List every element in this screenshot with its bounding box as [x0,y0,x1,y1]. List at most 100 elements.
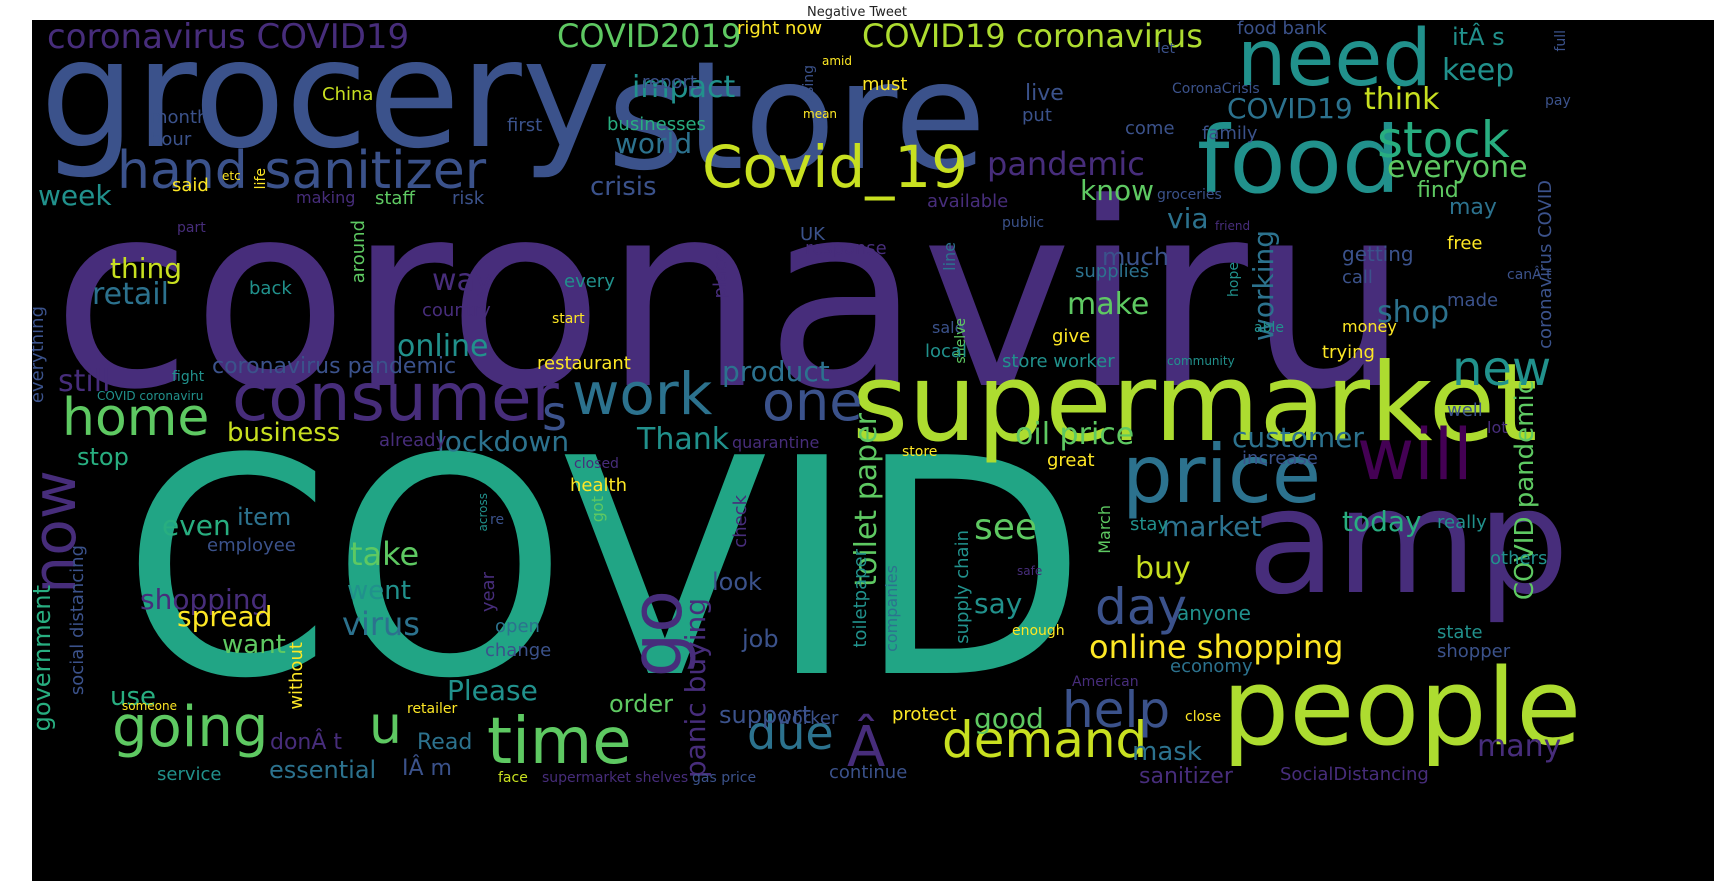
word-38: think [1364,82,1440,117]
word-51: much [1102,243,1169,271]
word-36: itÂ s [1452,23,1505,51]
word-61: oil price [1015,417,1135,452]
word-127: around [348,220,369,284]
word-130: supplies [1075,261,1150,282]
word-34: pandemic [987,145,1145,183]
word-112: using [801,65,817,103]
word-41: crisis [590,172,657,202]
word-66: see [974,507,1038,548]
word-42: know [1080,174,1154,207]
word-cloud: coronaviru COVID grocery store supermarket am… [32,20,1714,881]
word-153: COVID coronaviru [97,389,204,403]
word-155: lot [1487,418,1508,437]
word-0: coronaviru [52,149,1410,446]
word-58: business [227,418,341,448]
word-16: home [62,388,210,448]
word-86: IÂ m [402,756,452,781]
word-40: world [615,127,693,160]
word-43: via [1167,202,1209,235]
word-163: item [237,503,292,531]
word-168: got [588,496,607,523]
word-57: product [722,355,830,388]
word-192: protect [892,704,957,725]
word-3: store [607,30,987,204]
word-48: retail [92,277,169,312]
word-67: say [974,587,1023,620]
word-133: call [1342,267,1373,288]
word-96: right now [737,20,823,39]
word-159: closed [574,456,619,472]
word-60: Thank [637,422,730,457]
word-140: sale [932,318,965,337]
word-143: able [1254,320,1284,336]
chart-title: Negative Tweet [807,5,907,20]
word-19: demand [942,711,1148,769]
word-27: u [369,696,402,756]
word-172: stay [1130,514,1169,535]
word-138: start [552,311,585,327]
word-8: need [1237,20,1432,104]
word-95: food bank [1237,20,1327,39]
word-75: want [222,630,286,660]
word-82: mask [1132,737,1202,767]
word-194: worker [777,708,839,729]
word-171: March [1095,505,1114,554]
word-135: back [249,278,292,299]
word-87: Read [417,730,473,755]
word-5: amp [1247,458,1570,627]
word-32: COVID2019 [557,20,742,55]
word-118: making [296,188,356,207]
word-110: full [1553,30,1569,52]
word-73: virus [342,605,420,643]
word-126: part [177,220,206,236]
word-181: state [1437,622,1483,643]
word-20: due [747,706,834,760]
word-7: food [1197,107,1401,214]
word-10: will [1357,414,1473,496]
word-29: s [542,386,568,442]
word-188: economy [1170,656,1253,677]
word-76: online shopping [1089,628,1344,666]
word-169: check [730,495,751,548]
word-136: every [564,271,615,292]
word-195: service [157,764,222,785]
word-55: still [58,364,111,399]
word-107: family [1202,123,1258,144]
word-81: good [974,702,1044,735]
word-39: everyone [1387,150,1528,185]
word-30: coronavirus COVID19 [47,20,410,57]
word-176: companies [882,565,901,652]
word-193: close [1185,709,1222,725]
word-115: life [253,168,269,190]
word-170: look [712,568,762,596]
word-123: groceries [1157,187,1222,203]
word-183: year [478,572,499,613]
word-154: well [1447,400,1483,421]
word-197: supermarket shelves [542,770,689,786]
word-18: one [762,370,863,433]
word-185: change [485,640,552,661]
word-28: Â [847,715,886,780]
word-79: order [609,690,673,718]
word-109: pay [1545,93,1571,109]
word-132: free [1447,233,1483,254]
word-80: support [719,701,812,729]
word-45: may [1449,195,1497,220]
word-70: take [350,535,420,573]
word-83: many [1477,729,1562,764]
word-31: COVID19 coronavirus [862,20,1203,55]
word-56: coronavirus pandemic [212,354,457,379]
word-174: others [1490,548,1548,569]
word-62: customer [1232,421,1364,454]
word-106: come [1125,118,1175,139]
word-33: impact [632,70,736,105]
word-121: available [927,191,1009,212]
word-114: amid [822,54,852,68]
word-139: place [710,250,731,299]
word-22: new [1452,341,1552,397]
word-102: businesses [607,114,706,135]
word-198: gas price [692,770,757,786]
word-156: already [379,430,447,451]
word-91: government [32,585,56,732]
word-161: increase [1242,448,1318,469]
